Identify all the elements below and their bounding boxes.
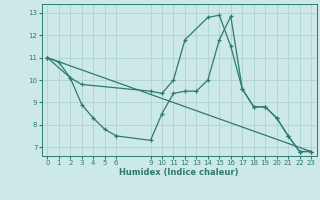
X-axis label: Humidex (Indice chaleur): Humidex (Indice chaleur) [119, 168, 239, 177]
